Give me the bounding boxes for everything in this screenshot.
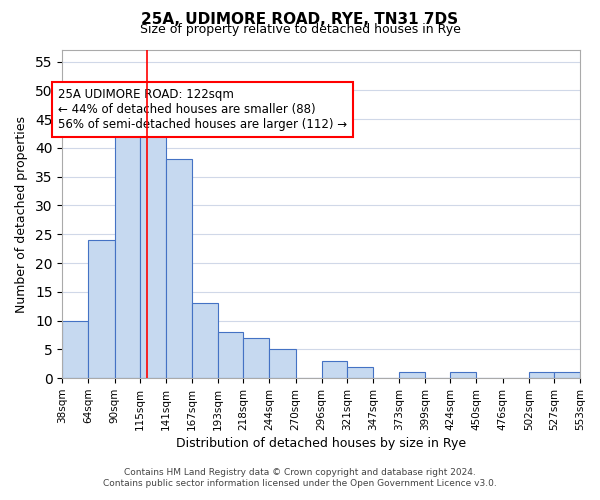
Y-axis label: Number of detached properties: Number of detached properties (15, 116, 28, 312)
Text: Size of property relative to detached houses in Rye: Size of property relative to detached ho… (140, 22, 460, 36)
Bar (243, 338, 269, 378)
Bar (451, 372, 476, 378)
Bar (269, 350, 296, 378)
Bar (62, 320, 88, 378)
Bar (529, 372, 554, 378)
Bar (88, 240, 115, 378)
Bar (192, 304, 218, 378)
Bar (140, 125, 166, 378)
X-axis label: Distribution of detached houses by size in Rye: Distribution of detached houses by size … (176, 437, 466, 450)
Bar (399, 372, 425, 378)
Bar (322, 361, 347, 378)
Text: 25A, UDIMORE ROAD, RYE, TN31 7DS: 25A, UDIMORE ROAD, RYE, TN31 7DS (142, 12, 458, 28)
Text: Contains HM Land Registry data © Crown copyright and database right 2024.
Contai: Contains HM Land Registry data © Crown c… (103, 468, 497, 487)
Bar (115, 130, 140, 378)
Text: 25A UDIMORE ROAD: 122sqm
← 44% of detached houses are smaller (88)
56% of semi-d: 25A UDIMORE ROAD: 122sqm ← 44% of detach… (58, 88, 347, 130)
Bar (554, 372, 580, 378)
Bar (166, 160, 192, 378)
Bar (347, 366, 373, 378)
Bar (218, 332, 243, 378)
